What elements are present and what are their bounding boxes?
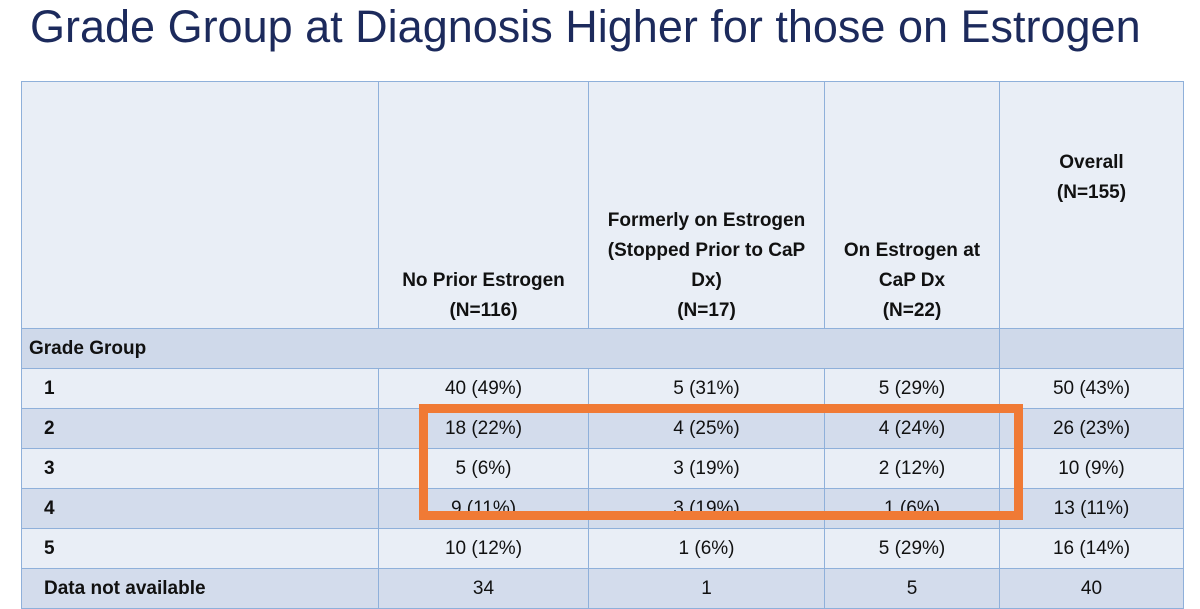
table-cell: 50 (43%) (999, 368, 1184, 409)
row-label: Data not available (21, 568, 379, 609)
table-cell: 40 (999, 568, 1184, 609)
table-cell: 3 (19%) (588, 448, 825, 489)
row-label: 1 (21, 368, 379, 409)
header-empty (21, 81, 379, 329)
header-on-estrogen: On Estrogen at CaP Dx (N=22) (824, 81, 1000, 329)
table-cell: 2 (12%) (824, 448, 1000, 489)
table-cell: 1 (6%) (588, 528, 825, 569)
header-line: Dx) (691, 270, 722, 291)
header-formerly-on-estrogen: Formerly on Estrogen (Stopped Prior to C… (588, 81, 825, 329)
table-cell: 4 (25%) (588, 408, 825, 449)
table-cell: 18 (22%) (378, 408, 589, 449)
table-cell: 3 (19%) (588, 488, 825, 529)
header-line: (N=22) (882, 300, 942, 321)
table-cell: 1 (588, 568, 825, 609)
table-row: 3 5 (6%) 3 (19%) 2 (12%) 10 (9%) (21, 448, 1184, 489)
header-line: (N=116) (449, 300, 518, 321)
table-cell: 9 (11%) (378, 488, 589, 529)
table-cell: 16 (14%) (999, 528, 1184, 569)
table-row: 1 40 (49%) 5 (31%) 5 (29%) 50 (43%) (21, 368, 1184, 409)
header-line: (Stopped Prior to CaP (607, 240, 806, 261)
header-row: No Prior Estrogen (N=116) Formerly on Es… (21, 81, 1184, 329)
grade-group-table: No Prior Estrogen (N=116) Formerly on Es… (21, 81, 1184, 609)
header-line: (N=17) (677, 300, 736, 321)
section-label: Grade Group (21, 328, 1000, 369)
section-empty-cell (999, 328, 1184, 369)
header-no-prior-estrogen: No Prior Estrogen (N=116) (378, 81, 589, 329)
row-label: 2 (21, 408, 379, 449)
table-cell: 5 (31%) (588, 368, 825, 409)
table-row: 5 10 (12%) 1 (6%) 5 (29%) 16 (14%) (21, 528, 1184, 569)
table-cell: 5 (29%) (824, 528, 1000, 569)
row-label: 4 (21, 488, 379, 529)
table-cell: 10 (9%) (999, 448, 1184, 489)
table-cell: 4 (24%) (824, 408, 1000, 449)
table-cell: 5 (6%) (378, 448, 589, 489)
slide-title: Grade Group at Diagnosis Higher for thos… (30, 1, 1141, 52)
header-line: Formerly on Estrogen (607, 210, 806, 231)
table-cell: 26 (23%) (999, 408, 1184, 449)
table-cell: 34 (378, 568, 589, 609)
table-cell: 13 (11%) (999, 488, 1184, 529)
section-row: Grade Group (21, 328, 1184, 369)
header-line: Overall (1059, 152, 1124, 173)
row-label: 3 (21, 448, 379, 489)
table-cell: 1 (6%) (824, 488, 1000, 529)
table-cell: 5 (29%) (824, 368, 1000, 409)
row-label: 5 (21, 528, 379, 569)
table-cell: 5 (824, 568, 1000, 609)
table-row: Data not available 34 1 5 40 (21, 568, 1184, 609)
header-line: On Estrogen at (843, 240, 981, 261)
header-line: (N=155) (1056, 182, 1127, 203)
header-line: No Prior Estrogen (402, 270, 565, 291)
header-line: CaP Dx (878, 270, 946, 291)
header-overall: Overall (N=155) (999, 81, 1184, 329)
table-cell: 40 (49%) (378, 368, 589, 409)
table-row: 2 18 (22%) 4 (25%) 4 (24%) 26 (23%) (21, 408, 1184, 449)
table-cell: 10 (12%) (378, 528, 589, 569)
table-row: 4 9 (11%) 3 (19%) 1 (6%) 13 (11%) (21, 488, 1184, 529)
